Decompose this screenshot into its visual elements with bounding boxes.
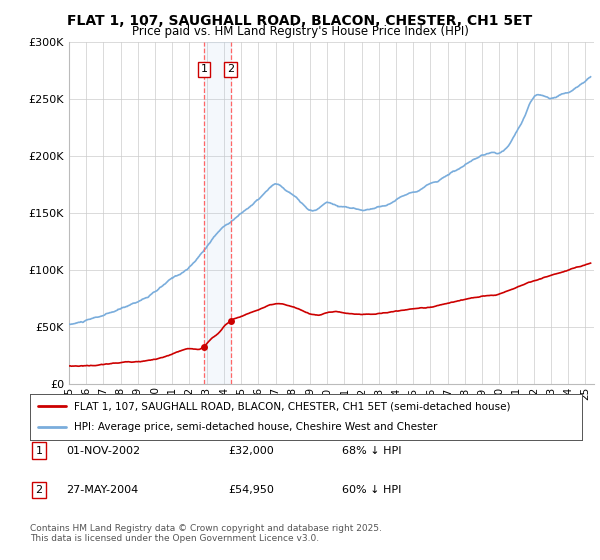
Text: 2: 2 [227, 64, 235, 74]
Text: 1: 1 [200, 64, 208, 74]
Text: £32,000: £32,000 [228, 446, 274, 456]
Text: Contains HM Land Registry data © Crown copyright and database right 2025.
This d: Contains HM Land Registry data © Crown c… [30, 524, 382, 543]
Bar [204, 42, 231, 384]
Text: 01-NOV-2002: 01-NOV-2002 [66, 446, 140, 456]
Text: Price paid vs. HM Land Registry's House Price Index (HPI): Price paid vs. HM Land Registry's House … [131, 25, 469, 38]
Text: 2: 2 [35, 485, 43, 495]
Text: 1: 1 [35, 446, 43, 456]
Text: 60% ↓ HPI: 60% ↓ HPI [342, 485, 401, 495]
Text: FLAT 1, 107, SAUGHALL ROAD, BLACON, CHESTER, CH1 5ET (semi-detached house): FLAT 1, 107, SAUGHALL ROAD, BLACON, CHES… [74, 401, 511, 411]
Text: 68% ↓ HPI: 68% ↓ HPI [342, 446, 401, 456]
Text: FLAT 1, 107, SAUGHALL ROAD, BLACON, CHESTER, CH1 5ET: FLAT 1, 107, SAUGHALL ROAD, BLACON, CHES… [67, 14, 533, 28]
Text: £54,950: £54,950 [228, 485, 274, 495]
Text: HPI: Average price, semi-detached house, Cheshire West and Chester: HPI: Average price, semi-detached house,… [74, 422, 437, 432]
Text: 27-MAY-2004: 27-MAY-2004 [66, 485, 138, 495]
